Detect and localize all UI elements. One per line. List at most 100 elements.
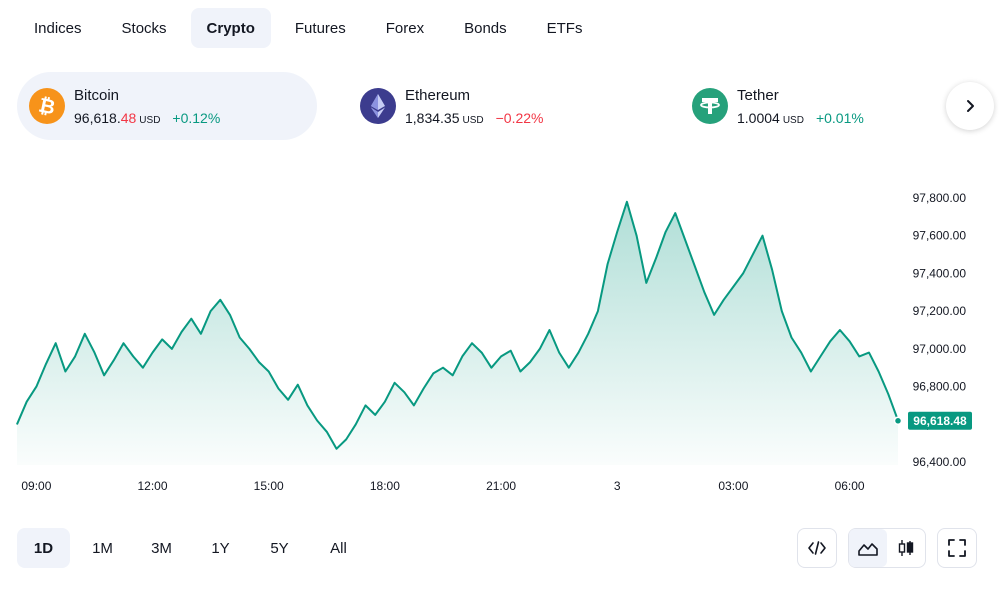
price-point bbox=[403, 391, 405, 393]
tab-etfs[interactable]: ETFs bbox=[546, 19, 583, 37]
ticker-card-bitcoin[interactable]: ₿ Bitcoin 96,618. 48 USD +0.12% bbox=[17, 72, 317, 140]
embed-code-icon bbox=[808, 541, 826, 555]
price-point bbox=[868, 352, 870, 354]
x-tick-label: 03:00 bbox=[718, 479, 748, 493]
tab-indices[interactable]: Indices bbox=[34, 19, 82, 37]
price-point bbox=[829, 340, 831, 342]
ticker-price-fraction: 48 bbox=[120, 109, 137, 126]
price-point bbox=[161, 338, 163, 340]
price-point bbox=[452, 374, 454, 376]
price-point bbox=[384, 401, 386, 403]
last-price-label: 96,618.48 bbox=[913, 414, 967, 428]
price-point bbox=[171, 348, 173, 350]
ticker-change: +0.12% bbox=[172, 109, 221, 126]
price-point bbox=[248, 348, 250, 350]
price-point bbox=[771, 269, 773, 271]
price-point bbox=[442, 367, 444, 369]
ticker-price: 96,618. bbox=[74, 109, 121, 126]
price-point bbox=[839, 329, 841, 331]
price-point bbox=[500, 355, 502, 357]
range-1y[interactable]: 1Y bbox=[211, 539, 230, 557]
price-point bbox=[268, 371, 270, 372]
y-tick-label: 97,000.00 bbox=[913, 342, 967, 356]
price-point bbox=[113, 359, 115, 361]
price-point bbox=[655, 257, 657, 259]
candlestick-icon bbox=[898, 540, 914, 556]
price-point bbox=[16, 423, 18, 425]
tab-forex[interactable]: Forex bbox=[385, 19, 425, 37]
price-point bbox=[636, 235, 638, 237]
price-point bbox=[723, 299, 725, 301]
price-point bbox=[219, 299, 221, 301]
next-tickers-button[interactable] bbox=[946, 82, 994, 130]
ticker-card-tether[interactable]: Tether 1.0004 USD +0.01% bbox=[680, 72, 980, 140]
price-point bbox=[365, 404, 366, 406]
price-point bbox=[306, 404, 308, 406]
x-tick-label: 12:00 bbox=[137, 479, 167, 493]
price-point bbox=[490, 367, 492, 369]
price-point bbox=[703, 291, 705, 293]
ticker-price: 1.0004 bbox=[737, 109, 780, 126]
x-tick-label: 09:00 bbox=[21, 479, 51, 493]
price-point bbox=[607, 263, 609, 265]
ticker-cards: ₿ Bitcoin 96,618. 48 USD +0.12% Ethereum … bbox=[17, 72, 994, 140]
price-point bbox=[287, 399, 289, 401]
range-1d[interactable]: 1D bbox=[17, 528, 70, 568]
price-point bbox=[597, 310, 599, 312]
ticker-name: Tether bbox=[737, 86, 779, 104]
price-point bbox=[742, 272, 744, 274]
x-tick-label: 18:00 bbox=[370, 479, 400, 493]
price-point bbox=[316, 420, 318, 421]
fullscreen-icon bbox=[948, 539, 966, 557]
price-point bbox=[626, 201, 628, 203]
price-point bbox=[142, 367, 144, 369]
y-tick-label: 97,400.00 bbox=[913, 266, 967, 280]
embed-button[interactable] bbox=[797, 528, 837, 568]
range-1m[interactable]: 1M bbox=[92, 539, 113, 557]
price-point bbox=[229, 314, 231, 316]
ticker-unit: USD bbox=[462, 114, 484, 126]
price-point bbox=[558, 352, 560, 354]
chevron-right-icon bbox=[967, 100, 974, 112]
price-point bbox=[694, 265, 696, 267]
price-point bbox=[645, 282, 647, 284]
price-point bbox=[84, 333, 86, 335]
price-point bbox=[394, 382, 396, 384]
chart-type-toggle bbox=[848, 528, 926, 568]
tab-crypto[interactable]: Crypto bbox=[190, 8, 271, 48]
tab-stocks[interactable]: Stocks bbox=[121, 19, 167, 37]
price-point bbox=[568, 367, 570, 369]
price-point bbox=[510, 350, 512, 352]
price-point bbox=[684, 239, 686, 240]
price-point bbox=[519, 371, 521, 372]
price-point bbox=[781, 310, 783, 312]
y-tick-label: 97,800.00 bbox=[913, 191, 967, 205]
price-point bbox=[616, 231, 618, 233]
tab-bonds[interactable]: Bonds bbox=[464, 19, 507, 37]
price-point bbox=[64, 371, 66, 372]
range-all[interactable]: All bbox=[330, 539, 347, 557]
price-chart[interactable]: 97,800.00 97,600.00 97,400.00 97,200.00 97,0… bbox=[0, 160, 999, 500]
price-point bbox=[336, 448, 337, 450]
x-tick-label: 21:00 bbox=[486, 479, 516, 493]
price-point bbox=[810, 371, 812, 372]
price-point bbox=[849, 340, 851, 342]
price-point bbox=[94, 352, 95, 354]
price-point bbox=[423, 388, 425, 389]
price-point bbox=[210, 310, 212, 312]
area-chart-button[interactable] bbox=[849, 529, 887, 567]
market-tabs: Indices Stocks Crypto Futures Forex Bond… bbox=[18, 8, 598, 48]
range-3m[interactable]: 3M bbox=[151, 539, 172, 557]
range-selector: 1D 1M 3M 1Y 5Y All bbox=[17, 528, 365, 568]
price-point bbox=[858, 355, 860, 357]
fullscreen-button[interactable] bbox=[937, 528, 977, 568]
tab-futures[interactable]: Futures bbox=[294, 19, 346, 37]
price-point bbox=[55, 342, 57, 344]
candlestick-button[interactable] bbox=[887, 529, 925, 567]
ticker-card-ethereum[interactable]: Ethereum 1,834.35 USD −0.22% bbox=[348, 72, 648, 140]
x-tick-label: 06:00 bbox=[835, 479, 865, 493]
price-point bbox=[732, 286, 734, 288]
x-tick-label: 15:00 bbox=[254, 479, 284, 493]
price-point bbox=[461, 355, 463, 357]
range-5y[interactable]: 5Y bbox=[270, 539, 289, 557]
